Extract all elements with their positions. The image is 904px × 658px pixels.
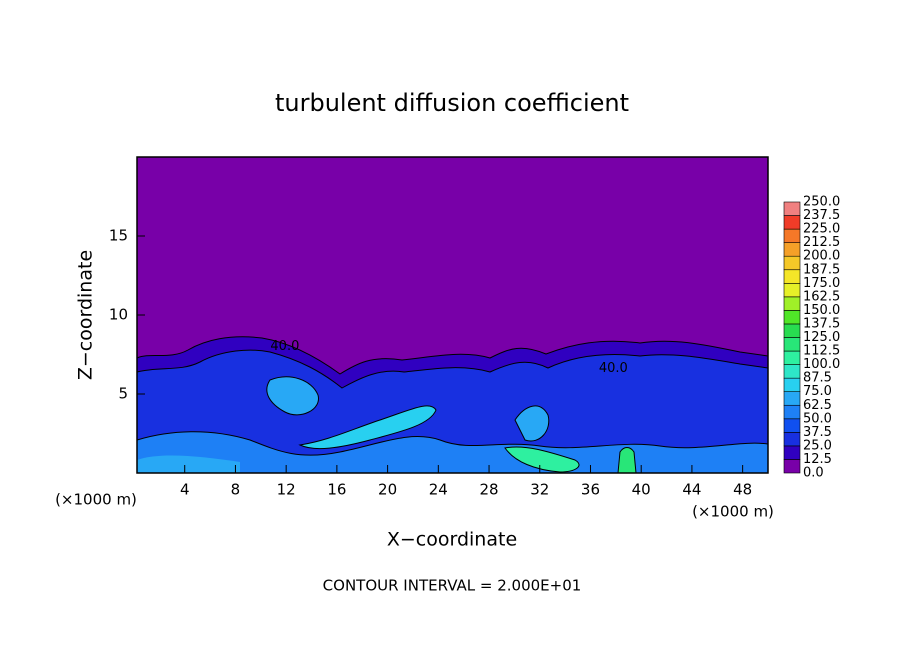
colorbar-swatch: [783, 228, 801, 243]
colorbar-label: 87.5: [803, 371, 832, 386]
x-axis-label: X−coordinate: [387, 529, 517, 551]
colorbar-swatch: [783, 404, 801, 420]
x-tick-label: 20: [378, 481, 397, 499]
colorbar-label: 25.0: [803, 438, 832, 453]
y-tick-label: 5: [118, 385, 128, 403]
field-level: [137, 455, 240, 473]
x-tick-label: 12: [277, 481, 296, 499]
colorbar-label: 225.0: [803, 222, 840, 237]
contour-label: 40.0: [270, 339, 299, 354]
colorbar-swatch: [783, 459, 801, 474]
colorbar-swatch: [783, 269, 801, 284]
colorbar-swatch: [783, 201, 801, 216]
colorbar-label: 12.5: [803, 452, 832, 467]
colorbar-label: 100.0: [803, 357, 840, 372]
colorbar-swatch: [783, 337, 801, 352]
colorbar-label: 150.0: [803, 303, 840, 318]
y-unit: (×1000 m): [692, 503, 774, 521]
colorbar-label: 50.0: [803, 411, 832, 426]
colorbar-label: 237.5: [803, 208, 840, 223]
x-tick-label: 44: [682, 481, 701, 499]
colorbar-label: 212.5: [803, 235, 840, 250]
colorbar-swatch: [783, 282, 801, 298]
colorbar-label: 200.0: [803, 249, 840, 264]
field-level: [266, 376, 319, 416]
y-tick-label: 15: [109, 227, 128, 245]
field-level: [298, 405, 437, 450]
colorbar-label: 187.5: [803, 262, 840, 277]
contour-interval: CONTOUR INTERVAL = 2.000E+01: [323, 577, 582, 595]
colorbar-label: 175.0: [803, 276, 840, 291]
colorbar-label: 0.0: [803, 466, 824, 481]
colorbar-swatch: [783, 364, 801, 379]
field-level: [514, 405, 550, 442]
x-tick-label: 24: [429, 481, 448, 499]
colorbar-swatch: [783, 350, 801, 365]
x-tick-label: 32: [530, 481, 549, 499]
colorbar-label: 112.5: [803, 344, 840, 359]
y-tick-label: 10: [109, 306, 128, 324]
colorbar-label: 125.0: [803, 330, 840, 345]
x-tick-label: 8: [231, 481, 241, 499]
colorbar-swatch: [783, 445, 801, 460]
colorbar-label: 137.5: [803, 316, 840, 331]
x-tick-label: 28: [479, 481, 498, 499]
x-tick-label: 36: [581, 481, 600, 499]
field-level: [617, 447, 637, 473]
x-tick-label: 4: [180, 481, 190, 499]
colorbar-swatch: [783, 323, 801, 338]
x-unit: (×1000 m): [55, 491, 137, 509]
colorbar-swatch: [783, 432, 801, 447]
field-level: [504, 446, 580, 473]
x-tick-label: 48: [733, 481, 752, 499]
colorbar-swatch: [783, 255, 801, 271]
field-level: [137, 431, 768, 473]
colorbar-swatch: [783, 215, 801, 230]
chart-title: turbulent diffusion coefficient: [275, 89, 629, 117]
field-body: [137, 157, 768, 473]
colorbar-swatch: [783, 296, 801, 311]
colorbar-swatch: [783, 391, 801, 406]
colorbar-swatch: [783, 310, 801, 325]
colorbar-label: 62.5: [803, 398, 832, 413]
colorbar-label: 37.5: [803, 425, 832, 440]
contour-label: 40.0: [599, 361, 628, 376]
y-axis-label: Z−coordinate: [75, 250, 97, 380]
x-tick-label: 16: [327, 481, 346, 499]
colorbar-label: 162.5: [803, 289, 840, 304]
field: [137, 157, 768, 473]
colorbar-swatch: [783, 377, 801, 392]
colorbar-swatch: [783, 242, 801, 257]
colorbar-label: 75.0: [803, 384, 832, 399]
x-tick-label: 40: [632, 481, 651, 499]
colorbar-label: 250.0: [803, 195, 840, 210]
colorbar-swatch: [783, 418, 801, 433]
